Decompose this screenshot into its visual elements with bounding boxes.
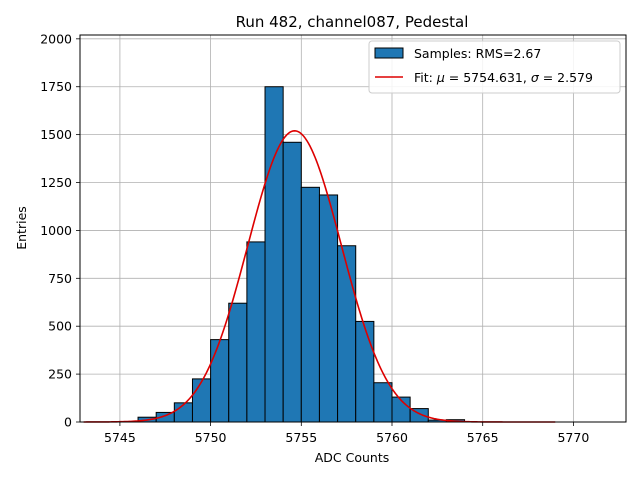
y-tick-label: 1750 [40,79,72,94]
x-tick-label: 5770 [557,430,589,445]
x-axis-ticks: 5745 5750 5755 5760 5765 5770 [104,422,589,445]
x-tick-label: 5765 [467,430,499,445]
legend-histogram-label: Samples: RMS=2.67 [414,46,541,61]
y-tick-label: 250 [48,367,72,382]
histogram-bar [246,241,266,423]
chart-title: Run 482, channel087, Pedestal [236,13,469,31]
y-axis-label: Entries [14,206,29,250]
y-axis-ticks: 0 250 500 750 1000 1250 1500 1750 2000 [40,31,80,430]
x-axis-label: ADC Counts [315,450,390,465]
histogram-bars [137,86,466,423]
y-tick-label: 2000 [40,31,72,46]
y-tick-label: 500 [48,319,72,334]
histogram-bar [228,302,248,423]
x-tick-label: 5745 [104,430,136,445]
y-tick-label: 1250 [40,175,72,190]
x-tick-label: 5760 [376,430,408,445]
histogram-bar [355,320,375,423]
legend-frame [368,40,621,94]
histogram-bar [210,339,230,423]
x-tick-label: 5750 [195,430,227,445]
plot-frame [79,34,627,423]
legend: Samples: RMS=2.67 Fit: μ = 5754.631, σ =… [368,40,621,94]
histogram-bar [318,194,339,423]
histogram-bar [191,378,212,423]
x-tick-label: 5755 [285,430,317,445]
y-tick-label: 0 [64,415,72,430]
histogram-bar [373,382,393,423]
y-tick-label: 1500 [40,127,72,142]
histogram-bar [300,186,320,423]
y-tick-label: 750 [48,271,72,286]
histogram-bar [282,141,302,423]
y-tick-label: 1000 [40,223,72,238]
legend-fit-label: Fit: μ = 5754.631, σ = 2.579 [414,70,593,85]
histogram-bar [264,86,284,423]
histogram-bar [337,245,357,423]
legend-histogram-swatch [374,47,404,59]
